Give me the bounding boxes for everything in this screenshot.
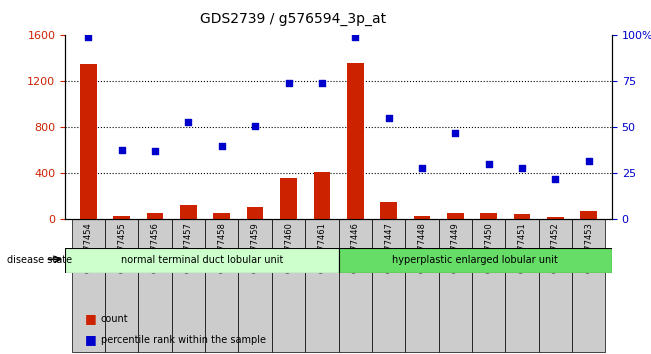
Bar (547, 217, 564, 219)
Point (483, 161, 493, 167)
Point (283, 80, 294, 86)
Point (117, 147, 127, 152)
FancyBboxPatch shape (339, 248, 612, 273)
FancyBboxPatch shape (65, 248, 339, 273)
Bar (380, 202, 397, 219)
Bar (113, 216, 130, 219)
Point (383, 115, 394, 121)
Point (350, 34, 361, 40)
Bar (172, 219, 205, 352)
Point (417, 165, 427, 171)
Text: disease state: disease state (7, 255, 72, 265)
Bar (72, 219, 105, 352)
Text: ■: ■ (85, 333, 96, 346)
Bar (139, 219, 172, 352)
Bar (80, 64, 97, 219)
Bar (105, 219, 139, 352)
Point (184, 119, 194, 125)
Text: percentile rank within the sample: percentile rank within the sample (101, 335, 266, 345)
Point (217, 143, 227, 149)
Bar (314, 172, 330, 219)
Point (150, 149, 160, 154)
Point (517, 165, 527, 171)
Point (250, 123, 260, 129)
Bar (180, 205, 197, 219)
Bar (439, 219, 472, 352)
Bar (413, 216, 430, 219)
Bar (480, 213, 497, 219)
Bar (472, 219, 505, 352)
Bar (146, 213, 163, 219)
Point (550, 176, 561, 182)
Bar (514, 214, 531, 219)
Bar (339, 219, 372, 352)
Bar (280, 178, 297, 219)
Bar (238, 219, 272, 352)
Bar (572, 219, 605, 352)
Point (316, 80, 327, 86)
Bar (580, 211, 597, 219)
Bar (372, 219, 405, 352)
Bar (405, 219, 439, 352)
Bar (447, 212, 464, 219)
Bar (214, 212, 230, 219)
Bar (347, 63, 363, 219)
Text: ■: ■ (85, 312, 96, 325)
Bar (505, 219, 538, 352)
Point (83, 34, 94, 40)
Point (450, 130, 460, 136)
Bar (205, 219, 238, 352)
Bar (538, 219, 572, 352)
Text: normal terminal duct lobular unit: normal terminal duct lobular unit (120, 255, 283, 265)
Text: hyperplastic enlarged lobular unit: hyperplastic enlarged lobular unit (393, 255, 558, 265)
Text: GDS2739 / g576594_3p_at: GDS2739 / g576594_3p_at (200, 12, 386, 27)
Bar (305, 219, 339, 352)
Point (583, 158, 594, 164)
Bar (272, 219, 305, 352)
Bar (247, 207, 264, 219)
Text: count: count (101, 314, 128, 324)
